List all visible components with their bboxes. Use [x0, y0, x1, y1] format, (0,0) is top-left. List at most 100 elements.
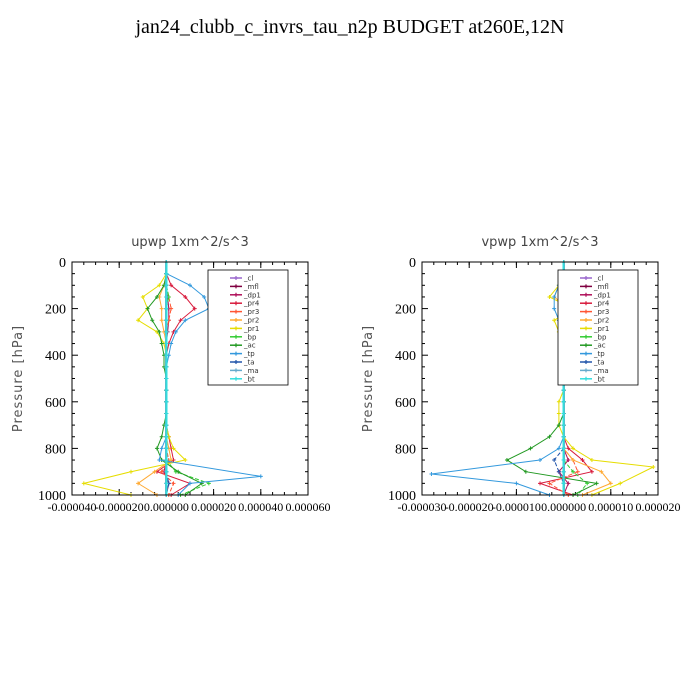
series-point-bt — [164, 364, 169, 369]
y-tick-label: 600 — [45, 396, 66, 411]
series-point-tp — [429, 472, 434, 477]
series-point-tp — [552, 294, 557, 299]
series-point-ac — [547, 434, 552, 439]
series-point-pr1 — [651, 465, 656, 470]
legend-marker — [584, 301, 588, 306]
legend-label: _pr2 — [243, 317, 259, 325]
legend-marker — [584, 343, 588, 348]
series-point-bt — [164, 423, 169, 428]
series-point-ta — [556, 469, 561, 474]
series-point-ac — [504, 458, 509, 463]
series-point-ac — [556, 423, 561, 428]
x-tick-label: -0.000020 — [95, 500, 144, 514]
series-point-bt — [164, 458, 169, 463]
series-point-bt — [164, 294, 169, 299]
series-point-pr1 — [136, 318, 141, 323]
series-point-pr3 — [169, 306, 174, 311]
y-tick-label: 200 — [45, 303, 66, 318]
series-point-bt — [164, 469, 169, 474]
legend-label: _pr3 — [243, 308, 259, 316]
legend-label: _dp1 — [243, 291, 261, 299]
y-axis-label: Pressure [hPa] — [11, 325, 26, 432]
legend-label: _ac — [593, 342, 606, 350]
series-point-tp — [202, 294, 207, 299]
y-axis-label: Pressure [hPa] — [361, 325, 376, 432]
series-point-pr2 — [152, 469, 157, 474]
series-point-bt — [561, 388, 566, 393]
series-point-pr2 — [159, 318, 164, 323]
legend-marker — [234, 292, 238, 297]
x-tick-label: 0.000000 — [144, 500, 189, 514]
series-point-pr4 — [589, 469, 594, 474]
legend-marker — [584, 334, 588, 339]
legend-box — [207, 269, 289, 386]
series-point-bt — [164, 399, 169, 404]
series-point-bt — [561, 481, 566, 486]
legend-marker — [234, 276, 238, 280]
series-point-bt — [164, 446, 169, 451]
series-point-bt — [164, 283, 169, 288]
series-point-pr1 — [618, 481, 623, 486]
legend-label: _pr4 — [243, 300, 260, 308]
legend-marker — [234, 318, 238, 322]
series-point-tp — [188, 283, 192, 288]
series-point-bt — [561, 434, 566, 439]
y-tick-label: 200 — [395, 303, 416, 318]
plot-frame — [421, 261, 659, 496]
series-point-pr1 — [556, 399, 561, 404]
legend-label: _pr2 — [593, 317, 609, 325]
series-point-pr1 — [140, 294, 145, 299]
x-tick-label: 0.000010 — [588, 500, 633, 514]
series-point-bt — [164, 434, 169, 439]
series-point-dp1 — [566, 458, 571, 463]
legend-label: _ma — [593, 367, 609, 375]
legend-label: _pr4 — [593, 300, 610, 308]
legend: _cl_mfl_dp1_pr4_pr3_pr2_pr1_bp_ac_tp_ta_… — [557, 269, 639, 386]
chart-title: vpwp 1xm^2/s^3 — [481, 235, 598, 250]
series-point-pr1 — [571, 446, 576, 451]
legend-marker — [234, 351, 238, 356]
legend-label: _bt — [593, 375, 605, 383]
legend-marker — [234, 343, 238, 348]
legend-label: _mfl — [593, 283, 609, 291]
legend-label: _cl — [593, 275, 603, 283]
series-point-pr4 — [580, 458, 585, 463]
series-point-bt — [164, 306, 169, 311]
series-point-bt — [561, 399, 566, 404]
series-point-pr2 — [136, 481, 141, 486]
chart-panel-1: upwp 1xm^2/s^3 Pressure [hPa] 0 200 400 600 80… — [11, 235, 331, 514]
series-point-tp — [514, 481, 519, 486]
series-point-tp — [188, 481, 192, 486]
legend-label: _mfl — [243, 283, 259, 291]
series-point-tp — [159, 446, 164, 451]
legend-marker — [584, 368, 588, 373]
legend-label: _tp — [593, 350, 605, 358]
legend-marker — [234, 284, 238, 289]
legend-label: _bp — [593, 333, 607, 341]
series-point-bt — [164, 341, 169, 346]
x-tick-label: 0.000020 — [191, 500, 236, 514]
series-point-bt — [164, 481, 169, 486]
x-tick-label: 0.000060 — [286, 500, 331, 514]
series-point-pr4 — [538, 481, 542, 486]
x-tick-label: 0.000040 — [238, 500, 283, 514]
series-point-pr2 — [169, 458, 174, 463]
series-point-ac — [528, 446, 533, 451]
series-point-bt — [561, 411, 566, 416]
series-point-pr3 — [547, 481, 552, 486]
series-point-tp — [258, 474, 263, 479]
series-line-tp — [431, 262, 565, 496]
legend-marker — [584, 376, 588, 381]
series-point-pr1 — [157, 283, 162, 288]
series-point-bp — [571, 469, 576, 474]
series-point-bt — [561, 469, 566, 474]
series-point-bt — [561, 458, 566, 463]
legend: _cl_mfl_dp1_pr4_pr3_pr2_pr1_bp_ac_tp_ta_… — [207, 269, 289, 386]
legend-marker — [584, 309, 588, 314]
series-point-pr1 — [547, 294, 552, 299]
series-point-pr4 — [566, 446, 571, 451]
x-tick-label: -0.000010 — [492, 500, 541, 514]
legend-marker — [584, 318, 588, 322]
y-tick-label: 1000 — [388, 489, 416, 504]
